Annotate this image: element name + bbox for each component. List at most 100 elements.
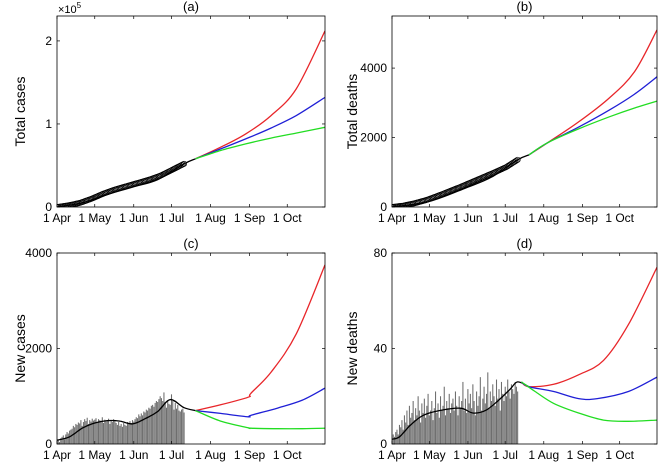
x-tick-label: 1 Aug <box>528 448 559 462</box>
bar <box>507 379 509 444</box>
bar <box>183 412 185 444</box>
bar <box>502 393 504 444</box>
bar <box>67 433 69 444</box>
bar <box>503 401 505 444</box>
bar <box>451 403 453 444</box>
series-line-scenario-blue <box>195 96 325 160</box>
x-tick-label: 1 May <box>413 448 446 462</box>
x-tick-label: 1 Jun <box>119 211 148 225</box>
y-axis-label: New cases <box>12 314 28 382</box>
bar <box>103 422 105 444</box>
bar <box>508 391 510 444</box>
bar <box>71 428 73 444</box>
y-tick-label: 0 <box>380 200 387 214</box>
panel-a: 1 Apr 1 May 1 Jun 1 Jul 1 Aug 1 Sep 1 Oct 0 1 2 (a… <box>12 0 326 225</box>
bar <box>119 425 121 444</box>
bar <box>495 379 498 444</box>
bar <box>479 377 481 444</box>
bar <box>154 402 156 444</box>
bar <box>497 398 499 444</box>
bar <box>181 409 183 444</box>
bar <box>481 410 483 444</box>
bar <box>170 394 173 444</box>
series-line-fit <box>392 154 530 207</box>
series-line-scenario-green <box>195 126 325 160</box>
y-tick-label: 0 <box>380 437 387 451</box>
bar <box>514 381 516 444</box>
bar <box>158 399 160 444</box>
series-line-scenario-green <box>521 381 657 422</box>
bar <box>459 408 461 444</box>
bar <box>92 420 95 444</box>
bar <box>74 427 76 444</box>
y-axis-label: Total cases <box>12 76 28 146</box>
bar <box>468 403 470 444</box>
bar <box>157 401 159 444</box>
bar <box>401 420 403 444</box>
bar <box>172 401 174 444</box>
x-tick-label: 1 Sep <box>234 448 266 462</box>
bar <box>428 415 430 444</box>
y-axis-label: New deaths <box>344 312 360 386</box>
bar <box>420 422 422 444</box>
bar <box>437 403 439 444</box>
bar <box>396 429 398 444</box>
bar <box>405 422 407 444</box>
bar <box>155 401 157 444</box>
panel-c: 1 Apr 1 May 1 Jun 1 Jul 1 Aug 1 Sep 1 Oct 0 2000… <box>12 236 326 462</box>
bar <box>124 424 126 444</box>
bar <box>397 434 399 444</box>
bar <box>79 423 81 444</box>
x-tick-label: 1 May <box>413 211 446 225</box>
bar <box>162 401 164 444</box>
bar <box>87 423 89 444</box>
bar <box>100 421 102 444</box>
y-tick-label: 1 <box>45 117 52 131</box>
x-tick-label: 1 Oct <box>605 448 634 462</box>
bar <box>177 404 179 444</box>
bar <box>82 422 84 444</box>
bar <box>443 386 445 444</box>
bar <box>128 423 130 444</box>
series-line-scenario-blue <box>195 387 325 418</box>
bar <box>160 398 162 444</box>
y-tick-label: 4000 <box>360 61 387 75</box>
bar <box>147 410 149 444</box>
axes-box <box>391 15 658 208</box>
panel-title: (d) <box>517 236 533 251</box>
bar <box>469 393 471 444</box>
bar <box>86 417 88 444</box>
bar <box>441 410 443 444</box>
bar <box>410 417 412 444</box>
bar <box>439 396 442 444</box>
bar <box>121 426 123 444</box>
y-tick-label: 40 <box>374 342 388 356</box>
bar <box>457 415 459 444</box>
y-tick-label: 80 <box>374 246 388 260</box>
bar <box>398 424 400 444</box>
bar <box>478 396 480 444</box>
bar <box>512 389 514 444</box>
bar <box>152 404 154 444</box>
bar <box>84 419 86 444</box>
bar <box>504 386 506 444</box>
bar <box>486 393 488 444</box>
bar <box>95 418 97 444</box>
y-tick-label: 2 <box>45 34 52 48</box>
bar <box>118 422 120 444</box>
bar <box>435 391 437 444</box>
bar <box>462 381 464 444</box>
axes-box <box>56 15 326 208</box>
bar <box>130 422 132 444</box>
bar <box>113 419 115 444</box>
bar <box>109 423 111 444</box>
bar <box>131 420 134 444</box>
bar <box>176 408 178 444</box>
x-tick-label: 1 Aug <box>528 211 559 225</box>
bar <box>150 405 152 444</box>
bar <box>422 412 424 444</box>
observed-marker <box>514 156 521 163</box>
bar <box>442 405 444 444</box>
bar <box>513 393 515 444</box>
